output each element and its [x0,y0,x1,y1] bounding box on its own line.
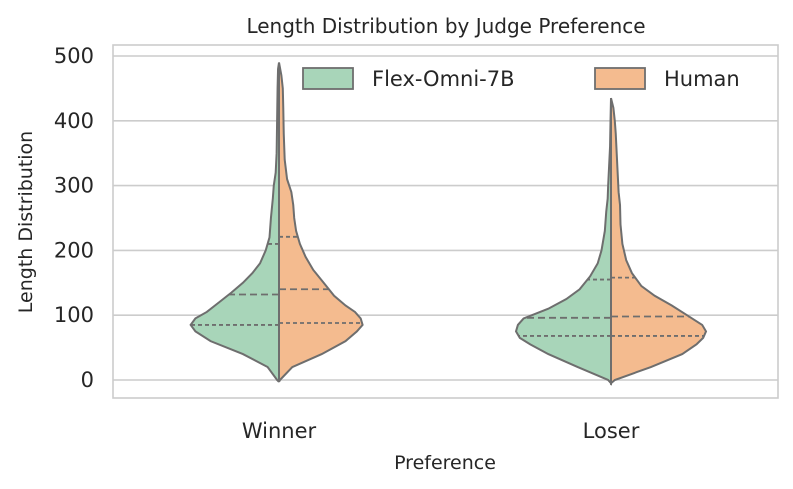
y-tick-label-300: 300 [54,174,94,198]
y-axis-label: Length Distribution [15,131,37,313]
x-axis-ticks: Winner Loser [242,419,640,443]
legend-swatch-flex-omni [302,67,354,90]
chart-title: Length Distribution by Judge Preference [246,14,645,38]
y-tick-label-0: 0 [81,368,94,392]
y-tick-label-100: 100 [54,303,94,327]
y-tick-label-500: 500 [54,44,94,68]
y-tick-label-400: 400 [54,109,94,133]
violin-winner-flex-omni [189,62,280,383]
violin-loser-human [610,97,708,386]
x-tick-label-loser: Loser [583,419,640,443]
legend-swatch-human [594,67,646,90]
violin-winner-human [278,62,364,383]
x-tick-label-winner: Winner [242,419,317,443]
y-axis-ticks: 0 100 200 300 400 500 [54,44,94,392]
legend-label-human: Human [664,67,740,91]
plot-frame [112,44,779,399]
y-tick-label-200: 200 [54,238,94,262]
violins [189,62,708,386]
legend: Flex-Omni-7B Human [302,67,740,91]
x-axis-label: Preference [394,452,496,474]
violin-loser-flex-omni [514,98,612,386]
legend-label-flex-omni: Flex-Omni-7B [372,67,515,91]
